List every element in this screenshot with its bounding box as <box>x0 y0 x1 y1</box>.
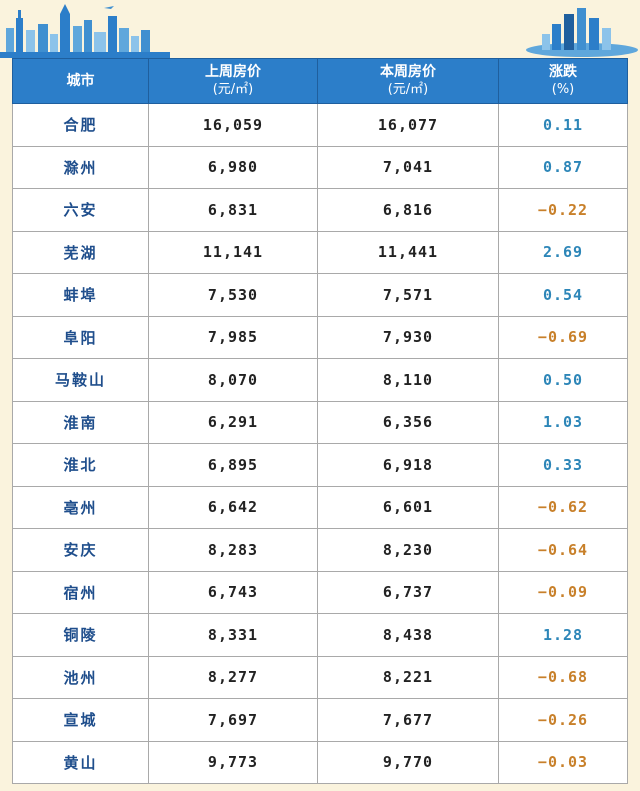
table-header-row: 城市 上周房价 (元/㎡) 本周房价 (元/㎡) 涨跌 (%) <box>12 58 628 104</box>
this-week-price-cell: 6,356 <box>317 400 499 444</box>
change-cell: 0.33 <box>498 443 628 487</box>
this-week-price-cell: 7,041 <box>317 145 499 189</box>
this-week-price-cell: 7,571 <box>317 273 499 317</box>
table-row: 池州 8,277 8,221 −0.68 <box>12 655 628 699</box>
table-row: 合肥 16,059 16,077 0.11 <box>12 103 628 147</box>
change-cell: −0.03 <box>498 740 628 784</box>
table-row: 六安 6,831 6,816 −0.22 <box>12 188 628 232</box>
table-row: 宿州 6,743 6,737 −0.09 <box>12 570 628 614</box>
this-week-price-cell: 8,230 <box>317 528 499 572</box>
city-cell: 滁州 <box>12 145 149 189</box>
last-week-price-cell: 11,141 <box>148 230 318 274</box>
this-week-price-cell: 7,930 <box>317 315 499 359</box>
city-cell: 合肥 <box>12 103 149 147</box>
last-week-price-cell: 6,895 <box>148 443 318 487</box>
header-this-week-price: 本周房价 (元/㎡) <box>317 58 499 104</box>
city-cell: 宿州 <box>12 570 149 614</box>
last-week-price-cell: 8,070 <box>148 358 318 402</box>
change-cell: 0.54 <box>498 273 628 317</box>
city-cell: 马鞍山 <box>12 358 149 402</box>
last-week-price-cell: 6,291 <box>148 400 318 444</box>
change-cell: −0.64 <box>498 528 628 572</box>
house-price-table: 城市 上周房价 (元/㎡) 本周房价 (元/㎡) 涨跌 (%) 合肥 16,059 16,… <box>12 58 628 784</box>
change-cell: 0.87 <box>498 145 628 189</box>
city-cell: 黄山 <box>12 740 149 784</box>
city-cell: 蚌埠 <box>12 273 149 317</box>
change-cell: 0.50 <box>498 358 628 402</box>
table-row: 淮北 6,895 6,918 0.33 <box>12 443 628 487</box>
this-week-price-cell: 8,110 <box>317 358 499 402</box>
this-week-price-cell: 6,601 <box>317 485 499 529</box>
city-cell: 淮北 <box>12 443 149 487</box>
last-week-price-cell: 8,331 <box>148 613 318 657</box>
header-last-week-price: 上周房价 (元/㎡) <box>148 58 318 104</box>
table-row: 宣城 7,697 7,677 −0.26 <box>12 698 628 742</box>
last-week-price-cell: 8,277 <box>148 655 318 699</box>
city-cell: 六安 <box>12 188 149 232</box>
city-cell: 芜湖 <box>12 230 149 274</box>
change-cell: −0.68 <box>498 655 628 699</box>
city-cell: 池州 <box>12 655 149 699</box>
city-skyline-decoration-icon <box>0 4 170 58</box>
change-cell: −0.26 <box>498 698 628 742</box>
this-week-price-cell: 9,770 <box>317 740 499 784</box>
change-cell: 1.03 <box>498 400 628 444</box>
this-week-price-cell: 16,077 <box>317 103 499 147</box>
city-cell: 淮南 <box>12 400 149 444</box>
city-cell: 阜阳 <box>12 315 149 359</box>
change-cell: −0.09 <box>498 570 628 614</box>
change-cell: 2.69 <box>498 230 628 274</box>
this-week-price-cell: 6,816 <box>317 188 499 232</box>
change-cell: −0.62 <box>498 485 628 529</box>
city-cell: 铜陵 <box>12 613 149 657</box>
last-week-price-cell: 7,530 <box>148 273 318 317</box>
last-week-price-cell: 6,831 <box>148 188 318 232</box>
last-week-price-cell: 8,283 <box>148 528 318 572</box>
table-row: 铜陵 8,331 8,438 1.28 <box>12 613 628 657</box>
header-city: 城市 <box>12 58 149 104</box>
this-week-price-cell: 11,441 <box>317 230 499 274</box>
last-week-price-cell: 6,980 <box>148 145 318 189</box>
last-week-price-cell: 16,059 <box>148 103 318 147</box>
last-week-price-cell: 6,642 <box>148 485 318 529</box>
table-row: 芜湖 11,141 11,441 2.69 <box>12 230 628 274</box>
this-week-price-cell: 7,677 <box>317 698 499 742</box>
last-week-price-cell: 9,773 <box>148 740 318 784</box>
last-week-price-cell: 7,697 <box>148 698 318 742</box>
table-row: 安庆 8,283 8,230 −0.64 <box>12 528 628 572</box>
table-row: 淮南 6,291 6,356 1.03 <box>12 400 628 444</box>
this-week-price-cell: 8,438 <box>317 613 499 657</box>
city-cell: 宣城 <box>12 698 149 742</box>
city-cell: 安庆 <box>12 528 149 572</box>
last-week-price-cell: 6,743 <box>148 570 318 614</box>
table-row: 滁州 6,980 7,041 0.87 <box>12 145 628 189</box>
this-week-price-cell: 6,918 <box>317 443 499 487</box>
this-week-price-cell: 6,737 <box>317 570 499 614</box>
table-row: 蚌埠 7,530 7,571 0.54 <box>12 273 628 317</box>
change-cell: 1.28 <box>498 613 628 657</box>
city-skyline-decoration-icon <box>526 8 638 57</box>
last-week-price-cell: 7,985 <box>148 315 318 359</box>
change-cell: 0.11 <box>498 103 628 147</box>
change-cell: −0.69 <box>498 315 628 359</box>
table-row: 亳州 6,642 6,601 −0.62 <box>12 485 628 529</box>
change-cell: −0.22 <box>498 188 628 232</box>
header-change: 涨跌 (%) <box>498 58 628 104</box>
table-row: 阜阳 7,985 7,930 −0.69 <box>12 315 628 359</box>
table-row: 黄山 9,773 9,770 −0.03 <box>12 740 628 784</box>
this-week-price-cell: 8,221 <box>317 655 499 699</box>
table-row: 马鞍山 8,070 8,110 0.50 <box>12 358 628 402</box>
city-cell: 亳州 <box>12 485 149 529</box>
